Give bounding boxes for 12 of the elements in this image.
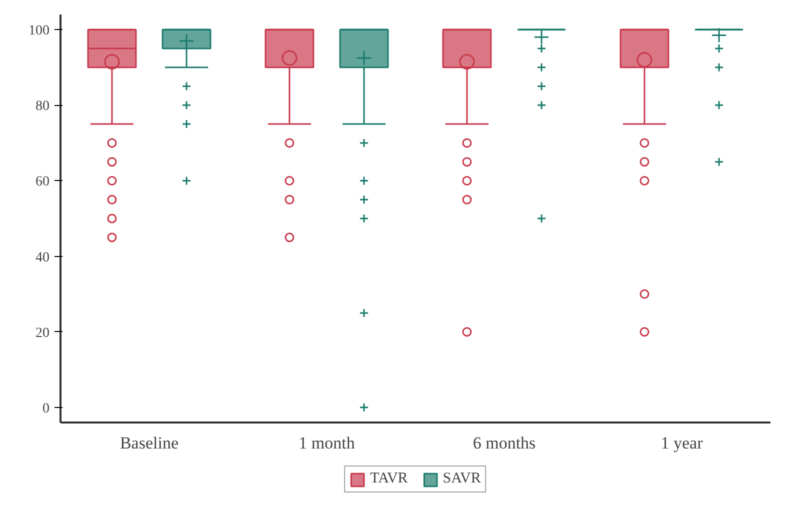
legend-label: TAVR (370, 470, 408, 488)
legend-label: SAVR (442, 470, 481, 488)
x-tick-label: 6 months (472, 434, 536, 452)
y-tick-label: 20 (36, 326, 50, 341)
y-tick-label: 40 (36, 250, 50, 266)
x-tick-label: 1 year (660, 434, 704, 452)
y-tick-label: 60 (36, 174, 50, 190)
y-tick-label: 100 (28, 24, 50, 39)
y-tick-label: 80 (36, 99, 50, 114)
x-tick-label: 1 month (298, 434, 356, 452)
x-tick-label: Baseline (120, 434, 179, 452)
y-tick-label: 0 (42, 401, 50, 416)
